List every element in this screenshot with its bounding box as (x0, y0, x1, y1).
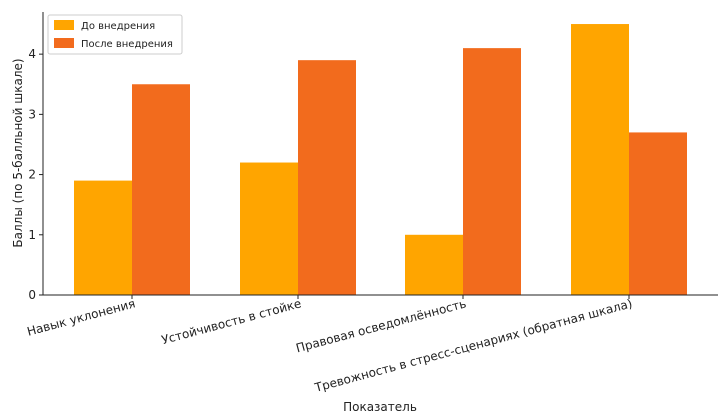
bar-after-1 (298, 60, 356, 295)
y-tick-label: 4 (28, 47, 36, 61)
bar-before-1 (240, 162, 298, 295)
legend-label-after: После внедрения (81, 39, 173, 50)
x-tick-label: Навык уклонения (25, 296, 136, 338)
y-tick-label: 1 (28, 228, 36, 242)
bar-after-3 (629, 132, 687, 295)
x-tick-label: Тревожность в стресс-сценариях (обратная… (312, 296, 633, 395)
x-ticks-group: Навык уклонения Устойчивость в стойкеПрав… (25, 295, 634, 395)
y-tick-label: 2 (28, 168, 36, 182)
bar-before-3 (571, 24, 629, 296)
y-tick-label: 3 (28, 107, 36, 121)
bar-after-0 (132, 84, 190, 296)
bar-before-0 (74, 180, 132, 295)
y-tick-label: 0 (28, 288, 36, 302)
y-ticks-group: 0 1 2 3 4 (28, 47, 43, 302)
x-tick-label: Устойчивость в стойке (160, 296, 303, 347)
legend-swatch-before (54, 20, 74, 30)
legend-label-before: До внедрения (81, 21, 155, 32)
legend: До внедрения После внедрения (47, 14, 183, 55)
bar-after-2 (463, 48, 521, 296)
legend-swatch-after (54, 38, 74, 48)
legend-box (47, 14, 183, 55)
bars-group (74, 24, 687, 296)
bar-before-2 (405, 234, 463, 295)
y-axis-title: Баллы (по 5-балльной шкале) (11, 58, 25, 247)
x-axis-title: Показатель (343, 400, 417, 414)
